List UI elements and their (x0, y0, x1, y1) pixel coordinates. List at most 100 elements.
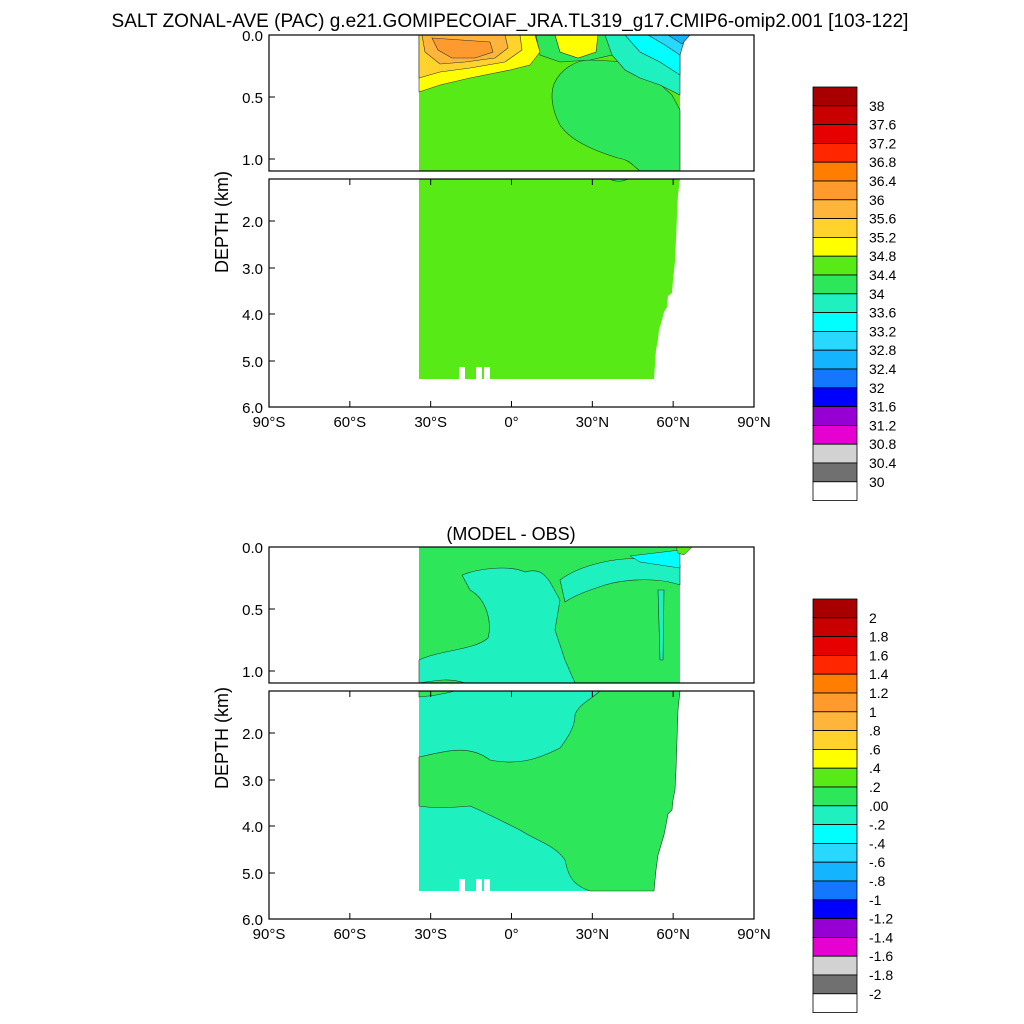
y-tick-label: 0.0 (242, 28, 263, 45)
colorbar-swatch (812, 161, 858, 182)
colorbar-label: 33.6 (869, 305, 896, 321)
colorbar-swatch (812, 406, 858, 426)
colorbar-label: 1.8 (869, 629, 889, 645)
colorbar-swatch (812, 330, 858, 351)
panel-2-upper-contour-cyan-top (629, 549, 681, 569)
colorbar-label: .8 (869, 723, 881, 739)
colorbar-swatch (812, 673, 858, 694)
colorbar-label: 30 (869, 474, 885, 490)
colorbar-swatch (812, 124, 858, 144)
y-tick-label: 0.5 (242, 90, 263, 107)
colorbar-swatch (812, 730, 858, 750)
colorbar-label: 33.2 (869, 323, 896, 339)
y-tick-label: 2.0 (242, 726, 263, 743)
panel-1-x-ticks: 90°S 60°S 30°S 0° 30°N 60°N 90°N (253, 179, 771, 431)
colorbar-label: 32.4 (869, 361, 896, 377)
panel-1-lower-field (419, 178, 680, 379)
colorbar-label: 35.2 (869, 229, 896, 245)
colorbar-label: 37.2 (869, 135, 896, 151)
colorbar-label: 30.4 (869, 455, 896, 471)
colorbar-label: -.8 (869, 873, 886, 889)
x-tick-label: 30°N (576, 926, 610, 943)
colorbar-swatch (812, 255, 858, 276)
x-tick-label: 30°S (414, 926, 447, 943)
x-tick-label: 0° (504, 926, 518, 943)
colorbar-label: 36.8 (869, 154, 896, 170)
panel-2-y-axis-label: DEPTH (km) (212, 687, 232, 789)
y-tick-label: 0.5 (242, 602, 263, 619)
colorbar-swatch (812, 481, 858, 501)
colorbar-label: .6 (869, 741, 881, 757)
y-tick-label: 4.0 (242, 307, 263, 324)
colorbar-label: 34.8 (869, 248, 896, 264)
colorbar-swatch (812, 974, 858, 995)
colorbar-swatch (812, 899, 858, 919)
colorbar-swatch (812, 349, 858, 370)
colorbar-swatch (812, 636, 858, 656)
colorbar-label: -2 (869, 986, 882, 1002)
colorbar-label: 35.6 (869, 211, 896, 227)
x-tick-label: 90°S (253, 414, 286, 431)
colorbar-swatch (812, 368, 858, 389)
colorbar-swatch (812, 236, 858, 257)
x-tick-label: 90°N (737, 414, 771, 431)
x-tick-label: 60°N (656, 414, 690, 431)
colorbar-label: 31.6 (869, 399, 896, 415)
colorbar-label: 32 (869, 380, 885, 396)
colorbar-label: 34 (869, 286, 885, 302)
panel-1-upper-field (418, 34, 691, 172)
colorbar-label: 36.4 (869, 173, 896, 189)
panel-2-upper-contour-teal-left (418, 567, 576, 684)
colorbar-label: 1.2 (869, 685, 889, 701)
colorbar-swatch (812, 443, 858, 464)
colorbar-swatch (812, 993, 858, 1013)
colorbar-swatch (812, 293, 858, 313)
colorbar-swatch (812, 918, 858, 938)
colorbar-label: .2 (869, 779, 881, 795)
colorbar-swatch (812, 880, 858, 901)
colorbar-label: 1 (869, 704, 877, 720)
colorbar-label: -.6 (869, 854, 886, 870)
colorbar-label: 1.4 (869, 666, 889, 682)
panel-2-lower-contour-green (418, 690, 681, 892)
colorbar-swatch (812, 861, 858, 882)
y-tick-label: 6.0 (242, 912, 263, 929)
x-tick-label: 0° (504, 414, 518, 431)
colorbar-swatch (812, 805, 858, 825)
colorbar-swatch (812, 180, 858, 201)
y-tick-label: 0.0 (242, 540, 263, 557)
colorbar-label: -1.4 (869, 929, 893, 945)
colorbar-swatch (812, 462, 858, 483)
colorbar-swatch (812, 767, 858, 788)
colorbar-label: -.2 (869, 817, 886, 833)
colorbar-swatch (812, 387, 858, 407)
y-tick-label: 3.0 (242, 261, 263, 278)
panel-1-lower-base (419, 179, 680, 379)
colorbar-swatch (812, 711, 858, 731)
colorbar-label: -1.8 (869, 967, 893, 983)
colorbar-swatch (812, 617, 858, 637)
panel-2-subtitle: (MODEL - OBS) (446, 524, 575, 544)
x-tick-label: 60°N (656, 926, 690, 943)
y-tick-label: 1.0 (242, 664, 263, 681)
panel-1-y-axis-label: DEPTH (km) (212, 171, 232, 273)
colorbar-swatch (812, 824, 858, 844)
colorbar-swatch (812, 312, 858, 332)
colorbar-label: 32.8 (869, 342, 896, 358)
panel-1-upper-frame (268, 34, 755, 172)
panel-1-upper-contour-dark-orange (431, 37, 494, 59)
colorbar-swatch (812, 655, 858, 675)
colorbar-label: 34.4 (869, 267, 896, 283)
colorbar-label: 36 (869, 192, 885, 208)
x-tick-label: 60°S (333, 926, 366, 943)
colorbar-label: -1 (869, 892, 882, 908)
colorbar-swatch (812, 218, 858, 238)
colorbar-swatch (812, 424, 858, 445)
colorbar-swatch (812, 199, 858, 220)
panel-2-lower-field (418, 690, 681, 892)
colorbar-label: -.4 (869, 835, 886, 851)
colorbar-label: -1.6 (869, 948, 893, 964)
x-tick-label: 30°S (414, 414, 447, 431)
colorbar-label: 1.6 (869, 647, 889, 663)
panel-2-x-ticks: 90°S 60°S 30°S 0° 30°N 60°N 90°N (253, 691, 771, 943)
